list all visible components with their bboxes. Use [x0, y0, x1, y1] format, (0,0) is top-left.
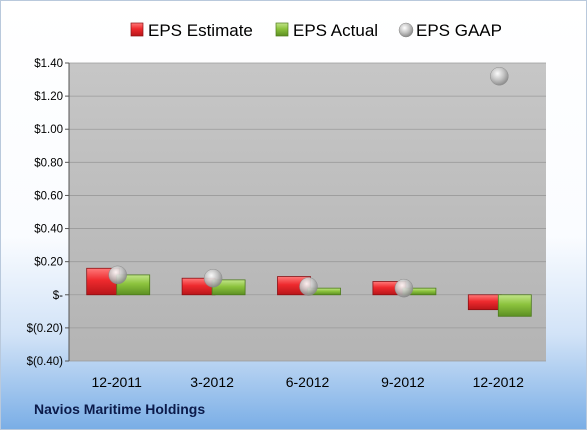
legend-label: EPS Estimate — [148, 21, 253, 40]
x-tick-label: 12-2011 — [92, 374, 143, 390]
legend-actual-swatch — [275, 22, 289, 37]
plot-area — [69, 63, 546, 361]
y-tick-label: $1.40 — [34, 58, 63, 70]
y-tick-label: $1.00 — [34, 124, 63, 136]
y-tick-label: $1.20 — [34, 91, 63, 103]
x-tick-label: 9-2012 — [381, 374, 425, 390]
legend: EPS Estimate EPS Actual EPS GAAP — [130, 21, 502, 40]
y-tick-label: $(0.40) — [27, 356, 64, 368]
y-tick-label: $0.60 — [34, 190, 63, 202]
x-tick-label: 12-2012 — [473, 374, 525, 390]
legend-estimate-swatch — [130, 22, 144, 37]
y-tick-label: $0.80 — [34, 157, 63, 169]
legend-label: EPS Actual — [293, 21, 378, 40]
eps-estimate-bar — [467, 294, 502, 311]
gaap-markers — [108, 66, 509, 298]
eps-gaap-marker — [394, 278, 414, 298]
y-tick-label: $0.20 — [34, 257, 63, 269]
legend-label: EPS GAAP — [416, 21, 502, 40]
eps-gaap-marker — [203, 268, 223, 288]
y-tick-label: $(0.20) — [27, 323, 64, 335]
x-tick-label: 6-2012 — [286, 374, 330, 390]
eps-actual-bar — [497, 294, 532, 317]
gridlines — [69, 62, 546, 362]
x-tick-label: 3-2012 — [190, 374, 234, 390]
x-axis-ticks: 12-2011 3-2012 6-2012 9-2012 12-2012 — [92, 374, 525, 390]
eps-gaap-marker — [108, 265, 127, 285]
eps-gaap-marker — [299, 277, 318, 296]
y-axis-ticks: $1.40 $1.20 $1.00 $0.80 $0.60 $0.40 $0.20 $- $(0… — [27, 58, 70, 368]
y-tick-label: $0.40 — [34, 224, 63, 236]
y-tick-label: $- — [53, 290, 63, 302]
company-name: Navios Maritime Holdings — [34, 401, 206, 417]
eps-gaap-marker — [490, 66, 509, 86]
legend-gaap-swatch — [398, 22, 414, 38]
